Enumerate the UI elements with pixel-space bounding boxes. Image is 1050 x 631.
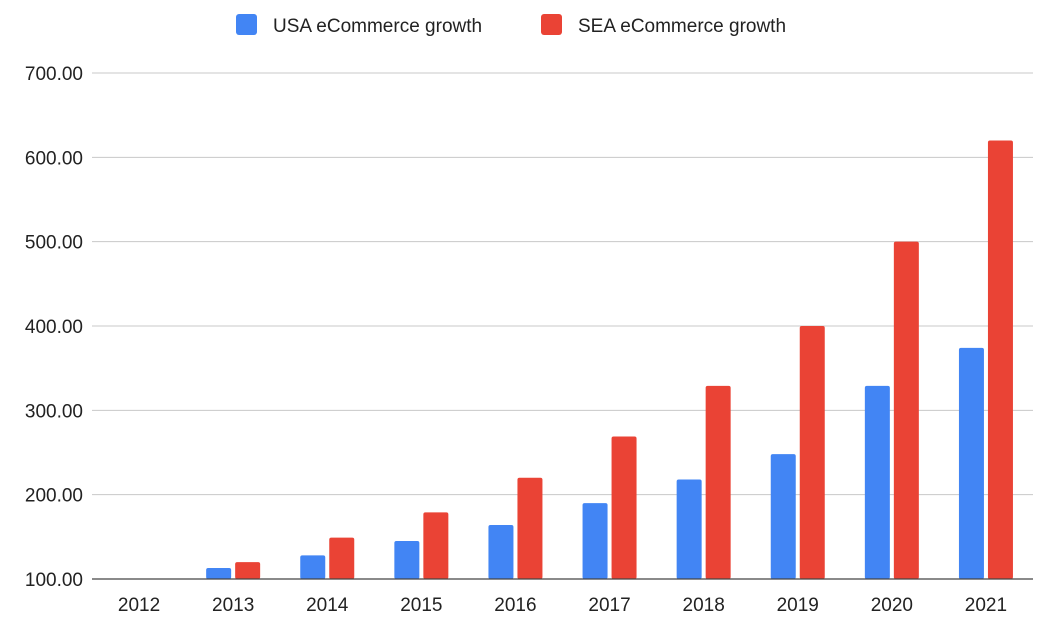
bar-usa-2015 bbox=[394, 541, 420, 579]
bar-sea-2014 bbox=[329, 537, 355, 579]
x-tick-label: 2019 bbox=[777, 595, 819, 616]
bar-sea-2018 bbox=[705, 385, 731, 579]
y-tick-label: 100.00 bbox=[25, 570, 83, 591]
bar-sea-2013 bbox=[235, 562, 261, 579]
bars bbox=[206, 140, 1013, 579]
y-axis: 100.00 200.00 300.00 400.00 500.00 600.00 700.… bbox=[25, 64, 83, 591]
bar-usa-2018 bbox=[676, 479, 702, 579]
bar-usa-2014 bbox=[300, 555, 326, 579]
bar-sea-2015 bbox=[423, 512, 449, 579]
y-tick-label: 200.00 bbox=[25, 486, 83, 507]
y-tick-label: 700.00 bbox=[25, 64, 83, 85]
legend-swatch-usa bbox=[236, 14, 257, 35]
y-tick-label: 400.00 bbox=[25, 317, 83, 338]
x-tick-label: 2012 bbox=[118, 595, 160, 616]
bar-usa-2020 bbox=[864, 385, 890, 579]
x-tick-label: 2017 bbox=[588, 595, 630, 616]
y-tick-label: 600.00 bbox=[25, 148, 83, 169]
legend-label-sea: SEA eCommerce growth bbox=[578, 16, 786, 37]
bar-sea-2020 bbox=[893, 241, 919, 579]
x-tick-label: 2016 bbox=[494, 595, 536, 616]
x-axis: 2012 2013 2014 2015 2016 2017 2018 2019 2020 2021 bbox=[92, 578, 1033, 616]
bar-usa-2016 bbox=[488, 525, 514, 579]
legend-swatch-sea bbox=[541, 14, 562, 35]
bar-usa-2019 bbox=[770, 454, 796, 579]
x-tick-label: 2013 bbox=[212, 595, 254, 616]
legend-label-usa: USA eCommerce growth bbox=[273, 16, 482, 37]
x-tick-label: 2018 bbox=[683, 595, 725, 616]
legend: USA eCommerce growth SEA eCommerce growth bbox=[236, 14, 786, 37]
x-tick-label: 2014 bbox=[306, 595, 349, 616]
bar-usa-2021 bbox=[958, 347, 984, 579]
bar-sea-2019 bbox=[799, 326, 825, 579]
x-tick-label: 2015 bbox=[400, 595, 442, 616]
bar-usa-2017 bbox=[582, 503, 608, 579]
bar-usa-2013 bbox=[206, 568, 232, 579]
bar-sea-2017 bbox=[611, 436, 637, 579]
y-tick-label: 300.00 bbox=[25, 401, 83, 422]
x-tick-label: 2020 bbox=[871, 595, 913, 616]
y-tick-label: 500.00 bbox=[25, 233, 83, 254]
bar-sea-2021 bbox=[987, 140, 1013, 579]
gridlines bbox=[92, 72, 1033, 496]
bar-sea-2016 bbox=[517, 477, 543, 579]
x-tick-label: 2021 bbox=[965, 595, 1007, 616]
